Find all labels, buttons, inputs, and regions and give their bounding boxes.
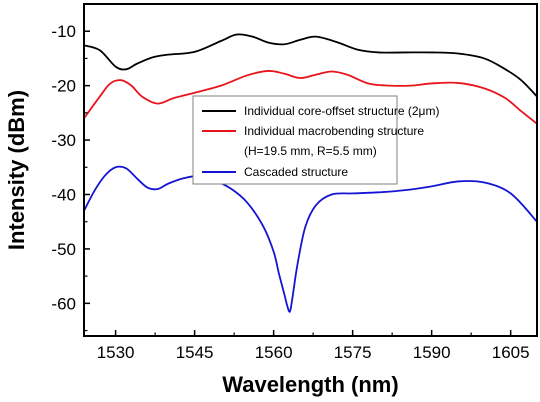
y-tick-label: -50 [51, 240, 76, 259]
y-tick-label: -40 [51, 185, 76, 204]
y-axis-title: Intensity (dBm) [4, 90, 29, 250]
y-tick-label: -30 [51, 131, 76, 150]
x-axis-title: Wavelength (nm) [222, 372, 398, 397]
x-tick-label: 1575 [334, 343, 372, 362]
y-tick-label: -10 [51, 22, 76, 41]
y-tick-label: -20 [51, 77, 76, 96]
x-tick-label: 1560 [255, 343, 293, 362]
legend-label-cascaded: Cascaded structure [244, 165, 348, 179]
series-line-core-offset [84, 33, 537, 98]
plot-frame [83, 3, 538, 337]
x-tick-label: 1530 [97, 343, 135, 362]
series-line-macrobending [84, 70, 537, 125]
axes [83, 3, 538, 337]
y-tick-label: -60 [51, 294, 76, 313]
x-tick-label: 1545 [176, 343, 214, 362]
x-tick-label: 1590 [413, 343, 451, 362]
ticks: 1530 1545 1560 1575 1590 1605 -10 -20 -30 -40 -50 -… [51, 22, 529, 362]
series-line-cascaded [84, 165, 537, 313]
legend-sublabel-macrobending: (H=19.5 mm, R=5.5 mm) [244, 144, 377, 158]
legend: Individual core-offset structure (2μm) I… [192, 95, 439, 185]
x-tick-label: 1605 [492, 343, 530, 362]
legend-label-core-offset: Individual core-offset structure (2μm) [244, 104, 439, 118]
legend-label-macrobending: Individual macrobending structure [244, 124, 424, 138]
plot-curves [84, 33, 537, 313]
